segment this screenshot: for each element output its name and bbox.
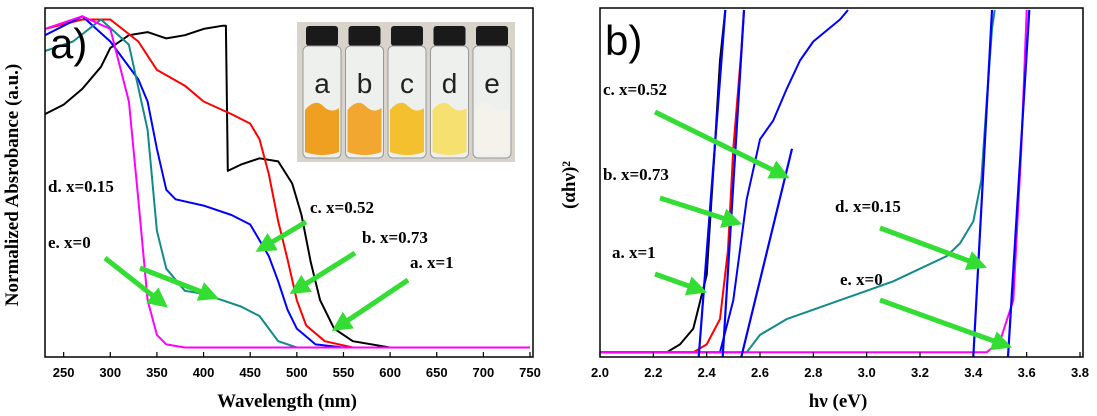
tangent-line [973,10,992,357]
x-tick-label: 2.6 [751,365,769,380]
y-axis-label: Normalized Absrobance (a.u.) [2,64,23,306]
x-tick-label: 3.2 [911,365,929,380]
vial-powder [390,103,424,155]
annotation-arrow [660,198,735,222]
x-tick-label: 250 [53,365,75,380]
series-annotation: c. x=0.52 [310,198,374,217]
chart-panel: 2.0 2.2 2.4 2.6 2.8 3.0 3.2 3.4 3.6 3.8 hν (eV) (αh… [559,8,1089,412]
series-annotation: e. x=0 [840,270,883,289]
x-tick-label: 550 [333,365,355,380]
vial-cap [391,26,423,46]
x-tick-label: 3.8 [1071,365,1089,380]
x-tick-label: 3.6 [1018,365,1036,380]
y-axis-label: (αhν)² [559,161,580,209]
x-tick-label: 450 [239,365,261,380]
x-tick-label: 700 [473,365,495,380]
annotation-arrow [880,300,1005,345]
x-tick-label: 2.8 [804,365,822,380]
x-tick-label: 2.0 [591,365,609,380]
x-tick-label: 350 [146,365,168,380]
series-annotation: d. x=0.15 [48,177,114,196]
x-axis-label: Wavelength (nm) [217,391,357,412]
x-tick-label: 300 [99,365,121,380]
annotation-arrow [105,258,162,303]
inset-label: b [357,68,373,99]
inset-label: e [484,68,500,99]
vial-powder [433,103,467,155]
tangent-line [1008,10,1029,357]
x-tick-label: 500 [286,365,308,380]
inset-label: d [442,68,458,99]
x-axis-label: hν (eV) [809,391,868,412]
vial-cap [476,26,508,46]
series-annotation: b. x=0.73 [603,165,669,184]
vial-cap [349,26,381,46]
panel-label: b) [605,17,642,64]
tangent-line [723,10,744,357]
inset-label: a [314,68,330,99]
figure: 250 300 350 400 450 500 550 600 650 700 750 Wavelen… [0,0,1097,416]
series-annotation: c. x=0.52 [603,80,667,99]
x-tick-label: 650 [426,365,448,380]
vial-cap [306,26,338,46]
x-tick-label: 3.0 [858,365,876,380]
inset-label: c [400,68,414,99]
series-annotation: e. x=0 [48,233,91,252]
vial-powder [305,103,339,155]
x-tick-label: 750 [519,365,541,380]
series-annotation: b. x=0.73 [362,228,428,247]
x-tick-label: 400 [193,365,215,380]
x-tick-label: 2.2 [644,365,662,380]
panel-label: a) [50,20,87,67]
x-tick-label: 2.4 [698,365,717,380]
series-annotation: a. x=1 [612,243,656,262]
chart-panel: 250 300 350 400 450 500 550 600 650 700 750 Wavelen… [2,8,541,412]
tangent-line [741,149,792,357]
annotation-arrow [655,274,700,290]
x-tick-label: 600 [379,365,401,380]
annotation-arrow [655,112,783,175]
annotation-arrow [296,253,355,290]
vial-powder [348,103,382,155]
vial-powder [475,103,509,155]
vial-cap [434,26,466,46]
x-tick-label: 3.4 [964,365,983,380]
annotation-arrow [338,280,408,327]
series-annotation: a. x=1 [410,253,454,272]
series-annotation: d. x=0.15 [835,197,901,216]
